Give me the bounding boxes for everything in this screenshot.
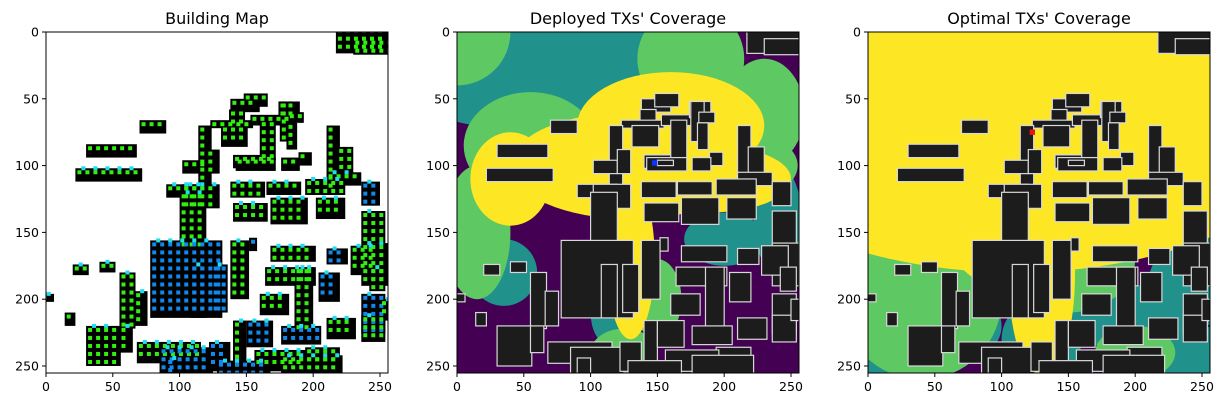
x-tick-label: 250 (368, 379, 392, 394)
optimal-coverage-image (868, 32, 1210, 373)
x-tick-label: 50 (516, 379, 532, 394)
y-tick-label: 150 (837, 225, 861, 240)
y-tick-label: 200 (426, 292, 450, 307)
panel-title: Building Map (165, 9, 269, 28)
panel-building-map: Building Map 0 50 100 150 200 250050100150200… (15, 9, 392, 395)
y-tick-label: 100 (837, 158, 861, 173)
panel-deployed-coverage: Deployed TXs' Coverage 0 50 100 150 200 25005… (426, 9, 803, 395)
panel-title: Optimal TXs' Coverage (947, 9, 1131, 28)
y-tick-label: 200 (15, 292, 39, 307)
y-tick-label: 250 (15, 358, 39, 373)
x-tick-label: 200 (301, 379, 325, 394)
y-tick-label: 250 (426, 358, 450, 373)
x-tick-label: 200 (1123, 379, 1147, 394)
y-tick-label: 0 (853, 25, 861, 40)
x-tick-label: 200 (712, 379, 736, 394)
panel-optimal-coverage: Optimal TXs' Coverage 0 50 100 150 200 250050… (837, 9, 1214, 395)
y-tick-label: 50 (845, 91, 861, 106)
y-tick-label: 150 (426, 225, 450, 240)
x-tick-label: 100 (579, 379, 603, 394)
x-tick-label: 150 (1056, 379, 1080, 394)
x-tick-label: 0 (864, 379, 872, 394)
x-tick-label: 100 (990, 379, 1014, 394)
x-tick-label: 150 (234, 379, 258, 394)
y-tick-label: 100 (15, 158, 39, 173)
y-tick-label: 0 (442, 25, 450, 40)
x-tick-label: 50 (927, 379, 943, 394)
y-tick-label: 100 (426, 158, 450, 173)
panel-title: Deployed TXs' Coverage (530, 9, 726, 28)
y-tick-label: 50 (434, 91, 450, 106)
plot-frame (867, 31, 1211, 374)
x-tick-label: 0 (453, 379, 461, 394)
x-tick-label: 0 (42, 379, 50, 394)
y-tick-label: 250 (837, 358, 861, 373)
plot-frame (456, 31, 800, 374)
y-tick-label: 0 (31, 25, 39, 40)
x-tick-label: 250 (1190, 379, 1214, 394)
y-tick-label: 200 (837, 292, 861, 307)
y-tick-label: 50 (23, 91, 39, 106)
building-map-image (46, 32, 388, 373)
x-tick-label: 100 (168, 379, 192, 394)
y-tick-label: 150 (15, 225, 39, 240)
x-tick-label: 250 (779, 379, 803, 394)
deployed-coverage-image (457, 32, 799, 373)
x-tick-label: 150 (645, 379, 669, 394)
plot-frame (45, 31, 389, 374)
x-tick-label: 50 (105, 379, 121, 394)
